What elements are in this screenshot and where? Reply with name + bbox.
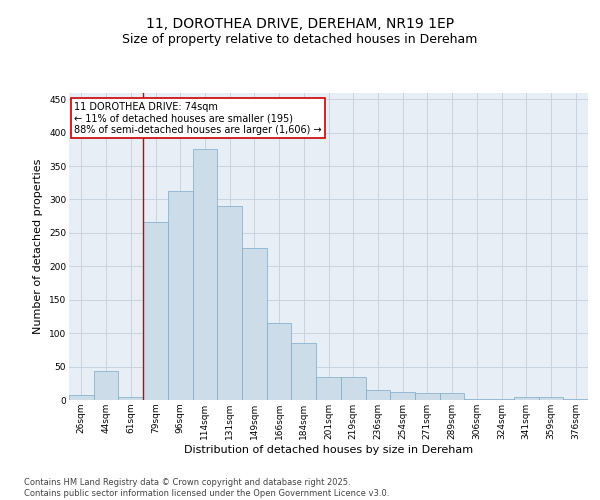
- Bar: [69, 396, 94, 400]
- Bar: [118, 396, 143, 400]
- Bar: [415, 394, 440, 400]
- Bar: [267, 323, 292, 400]
- Bar: [464, 398, 489, 400]
- Text: 11 DOROTHEA DRIVE: 74sqm
← 11% of detached houses are smaller (195)
88% of semi-: 11 DOROTHEA DRIVE: 74sqm ← 11% of detach…: [74, 102, 322, 135]
- Bar: [217, 206, 242, 400]
- Bar: [94, 370, 118, 400]
- X-axis label: Distribution of detached houses by size in Dereham: Distribution of detached houses by size …: [184, 444, 473, 454]
- Bar: [143, 222, 168, 400]
- Bar: [365, 390, 390, 400]
- Bar: [539, 396, 563, 400]
- Text: Size of property relative to detached houses in Dereham: Size of property relative to detached ho…: [122, 32, 478, 46]
- Bar: [193, 150, 217, 400]
- Bar: [316, 376, 341, 400]
- Text: Contains HM Land Registry data © Crown copyright and database right 2025.
Contai: Contains HM Land Registry data © Crown c…: [24, 478, 389, 498]
- Text: 11, DOROTHEA DRIVE, DEREHAM, NR19 1EP: 11, DOROTHEA DRIVE, DEREHAM, NR19 1EP: [146, 18, 454, 32]
- Y-axis label: Number of detached properties: Number of detached properties: [34, 158, 43, 334]
- Bar: [292, 343, 316, 400]
- Bar: [390, 392, 415, 400]
- Bar: [341, 376, 365, 400]
- Bar: [489, 398, 514, 400]
- Bar: [242, 248, 267, 400]
- Bar: [168, 192, 193, 400]
- Bar: [563, 398, 588, 400]
- Bar: [440, 394, 464, 400]
- Bar: [514, 396, 539, 400]
